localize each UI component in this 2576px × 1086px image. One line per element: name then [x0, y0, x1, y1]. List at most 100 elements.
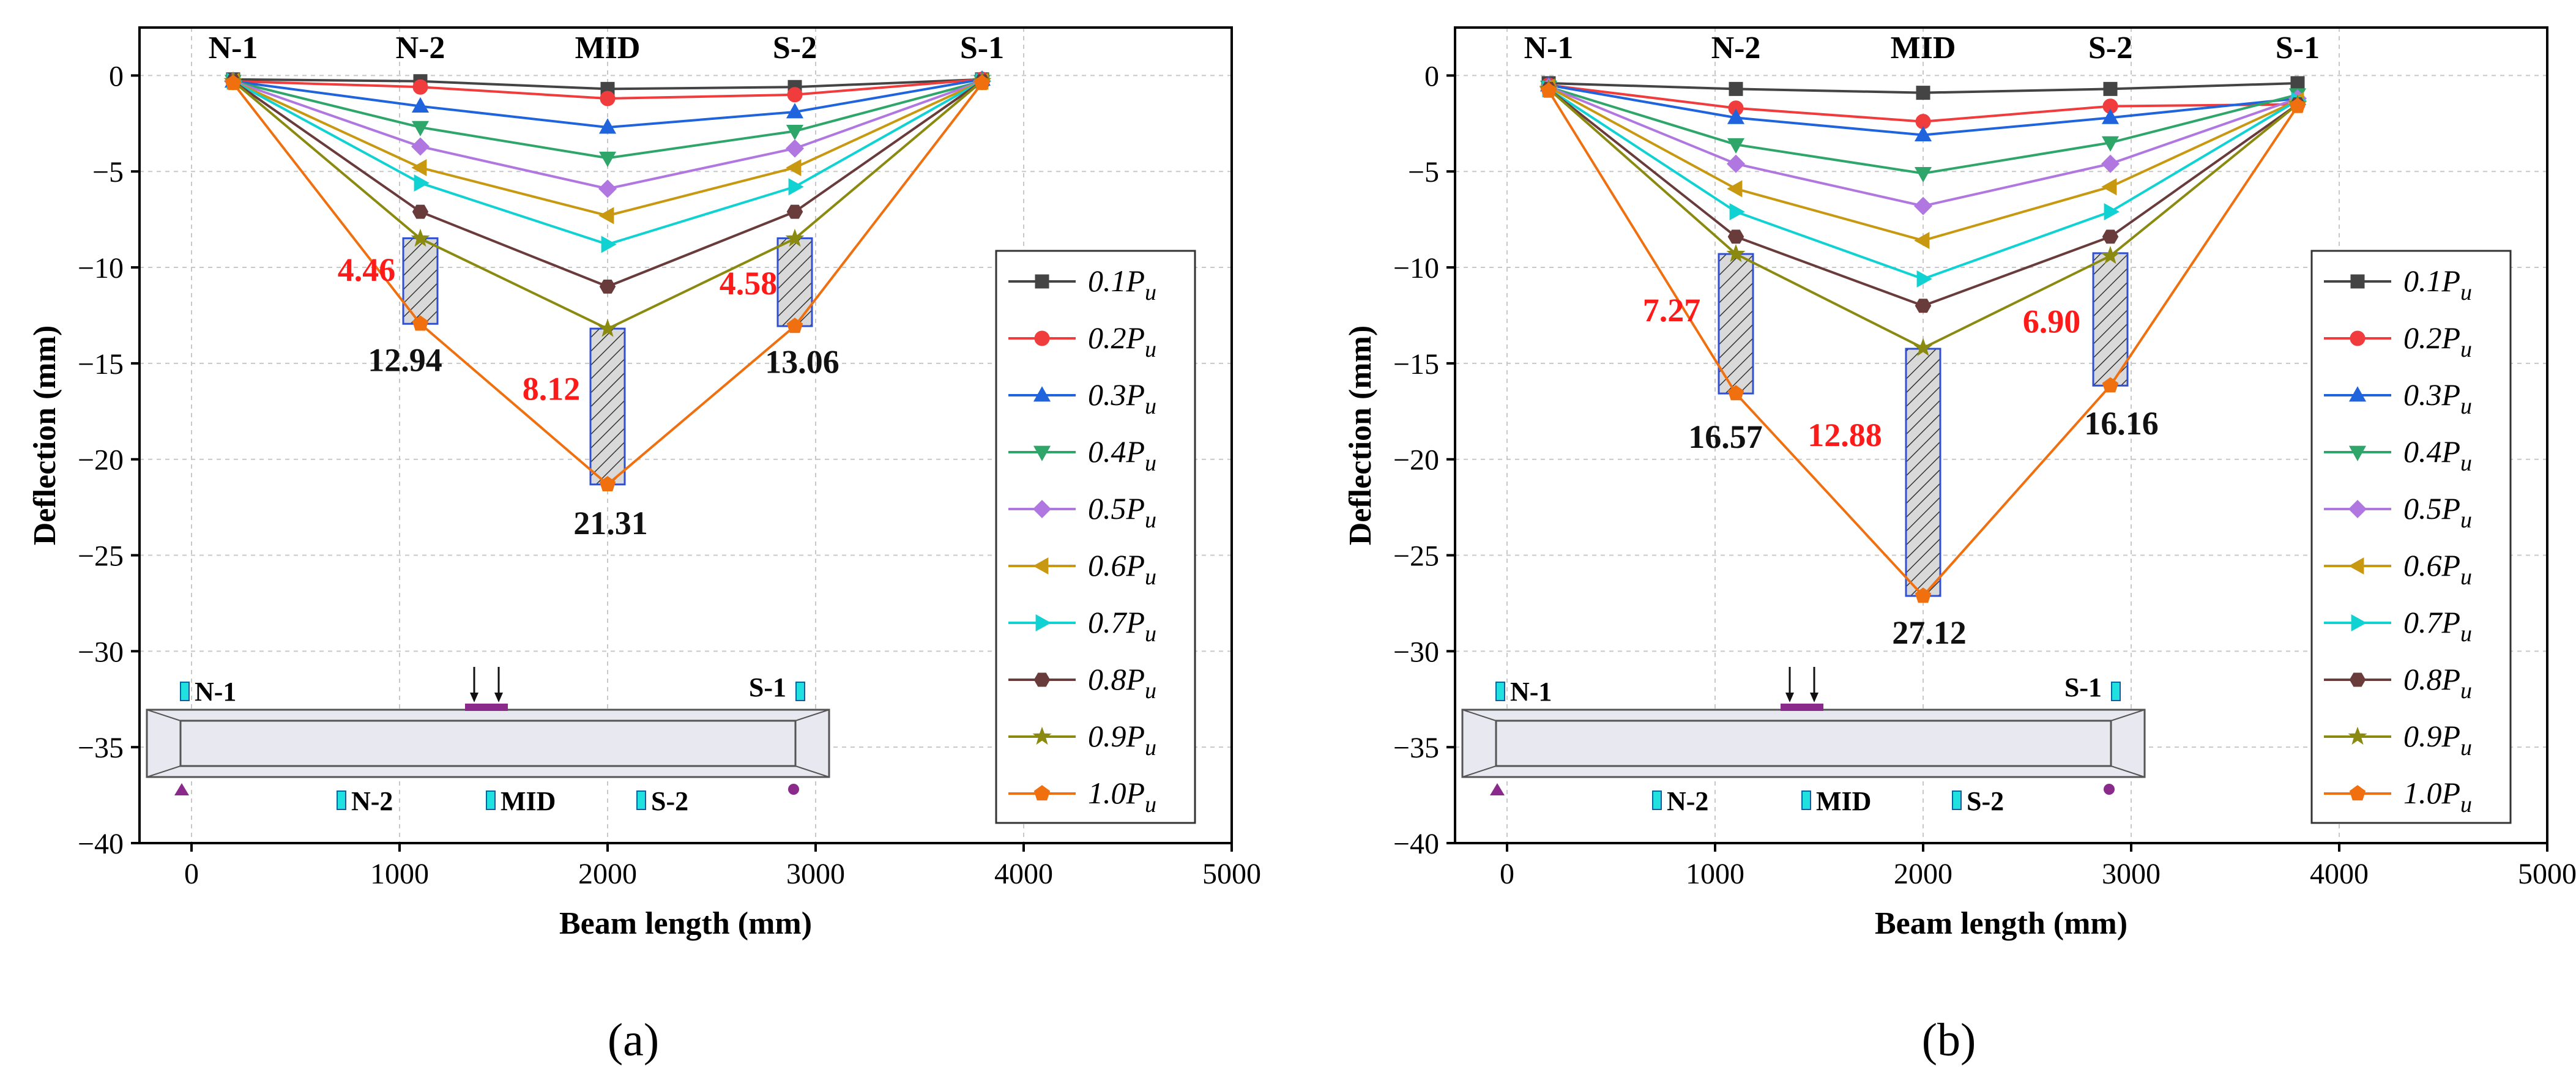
legend-label-subscript: u [2460, 507, 2472, 533]
point-label: N-2 [1711, 31, 1761, 65]
legend-box [2310, 250, 2512, 824]
legend-label: 0.6Pu [1088, 548, 1156, 590]
data-point [2102, 229, 2119, 244]
data-point [598, 118, 617, 134]
legend-label: 0.8Pu [2403, 662, 2472, 704]
data-point [1914, 167, 1932, 183]
legend-marker [2348, 445, 2367, 461]
point-label: MID [1891, 31, 1956, 65]
data-point [2102, 377, 2119, 393]
legend-label-main: 0.4P [2403, 434, 2460, 469]
legend-label: 0.3Pu [2403, 377, 2472, 419]
data-point [787, 87, 803, 103]
chart-panel-a: 0 1000 2000 3000 4000 5000 0 −5 −10 −15 −20 −25 −30 −… [28, 26, 1261, 1066]
legend-label-subscript: u [2460, 621, 2472, 647]
data-point [411, 97, 430, 113]
beam-inset: N-1 S-1 N-2 MID S-2 [146, 667, 830, 816]
legend-label: 0.2Pu [1088, 321, 1156, 362]
legend-label-main: 0.7P [1088, 605, 1145, 639]
y-tick-label: −15 [78, 348, 124, 381]
legend-marker [2349, 672, 2366, 687]
legend-label-main: 0.1P [1088, 264, 1145, 298]
legend-label-main: 0.5P [1088, 491, 1145, 526]
data-point [2101, 136, 2120, 152]
pin-support [1490, 783, 1505, 795]
legend-label-subscript: u [1145, 678, 1156, 704]
data-point [785, 139, 805, 158]
load-plate [1781, 704, 1823, 711]
dial-gauge-bottom [1801, 790, 1811, 810]
data-point [2103, 81, 2118, 96]
legend-label-main: 0.1P [2403, 264, 2460, 298]
data-point [411, 228, 430, 247]
dial-gauge-s1 [2111, 682, 2121, 701]
x-tick-label: 1000 [370, 858, 429, 890]
data-point [1915, 299, 1932, 313]
legend-marker [1033, 557, 1049, 575]
y-tick-label: −35 [78, 732, 124, 764]
legend-label-subscript: u [1145, 621, 1156, 647]
load-arrow-head [470, 693, 478, 702]
difference-label: 12.88 [1807, 417, 1882, 453]
point-label: N-2 [396, 31, 445, 65]
data-point [1540, 82, 1557, 98]
beam-edge [146, 765, 181, 778]
legend-marker [2349, 785, 2366, 801]
legend-label-subscript: u [2460, 337, 2472, 362]
legend-label-subscript: u [2460, 735, 2472, 761]
legend-label-main: 0.5P [2403, 491, 2460, 526]
x-tick-label: 1000 [1686, 858, 1744, 890]
legend-marker [2348, 726, 2367, 745]
inset-label-n1: N-1 [195, 677, 236, 707]
dial-gauge-s1 [795, 682, 805, 701]
data-point [1729, 203, 1745, 221]
legend-label-subscript: u [1145, 564, 1156, 590]
legend-label: 0.1Pu [1088, 264, 1156, 305]
data-point [1727, 229, 1744, 244]
beam-inner [1495, 720, 2112, 767]
legend-label-subscript: u [2460, 564, 2472, 590]
load-arrow-head [1810, 693, 1818, 702]
difference-label: 4.58 [720, 265, 778, 302]
legend-label: 1.0Pu [1088, 776, 1156, 817]
plot-frame [138, 26, 1233, 844]
data-point [1913, 196, 1933, 215]
data-point [2290, 76, 2305, 91]
point-label: MID [575, 31, 641, 65]
peak-deflection-label: 12.94 [368, 341, 442, 378]
dial-gauge-bottom [1952, 790, 1962, 810]
point-label: N-1 [209, 31, 258, 65]
dial-gauge-bottom [486, 790, 496, 810]
legend-marker [1032, 726, 1052, 745]
inset-label-bottom: N-2 [351, 786, 393, 816]
data-point [1727, 108, 1745, 124]
data-point [600, 91, 616, 106]
data-point [788, 178, 804, 196]
data-point [598, 319, 617, 337]
legend-marker [1034, 330, 1050, 346]
data-point [786, 204, 803, 219]
legend-label-main: 1.0P [2403, 776, 2460, 810]
legend-label: 0.1Pu [2403, 264, 2472, 305]
y-tick-label: −40 [1393, 828, 1439, 860]
legend-label-subscript: u [2460, 450, 2472, 476]
plot-frame [1454, 26, 2548, 844]
legend-label: 0.7Pu [1088, 605, 1156, 647]
x-axis-label: Beam length (mm) [559, 906, 812, 941]
legend-label-subscript: u [2460, 393, 2472, 419]
legend-box [995, 250, 1196, 824]
difference-label: 7.27 [1643, 292, 1701, 329]
difference-box [776, 237, 813, 327]
difference-label: 6.90 [2023, 303, 2081, 340]
legend-label: 0.3Pu [1088, 377, 1156, 419]
legend-label: 1.0Pu [2403, 776, 2472, 817]
x-tick-label: 5000 [2518, 858, 2576, 890]
inset-label-bottom: N-2 [1667, 786, 1708, 816]
data-point [599, 475, 616, 491]
chart-panel-b: 0 1000 2000 3000 4000 5000 0 −5 −10 −15 −20 −25 −30 −… [1343, 26, 2576, 1066]
point-label: S-1 [2276, 31, 2320, 65]
data-point [599, 280, 616, 294]
y-tick-label: −10 [78, 252, 124, 285]
data-point [2101, 245, 2120, 264]
data-point [1914, 232, 1930, 250]
